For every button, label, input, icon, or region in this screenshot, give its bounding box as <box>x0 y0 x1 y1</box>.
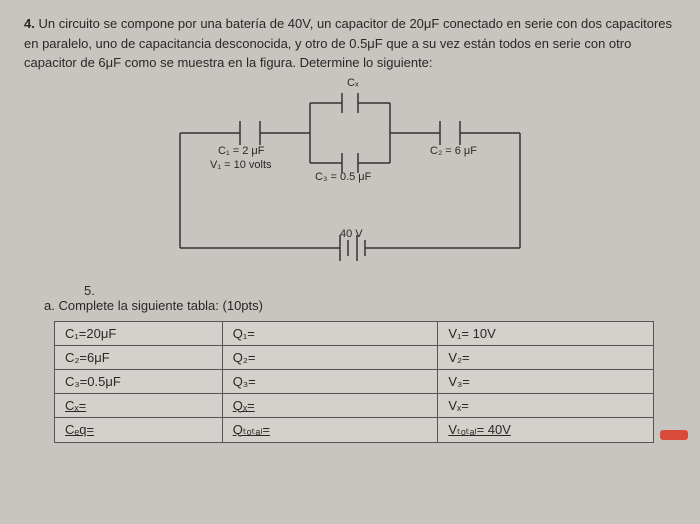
cell: Cₑq= <box>55 417 223 442</box>
label-source: 40 V <box>340 228 363 240</box>
table-row: C₂=6μF Q₂= V₂= <box>55 345 654 369</box>
cell: Q₃= <box>222 369 438 393</box>
table-row: Cₑq= Qₜₒₜₐₗ= Vₜₒₜₐₗ= 40V <box>55 417 654 442</box>
cell: Qₜₒₜₐₗ= <box>222 417 438 442</box>
problem-number: 4. <box>24 16 35 31</box>
cell: Vₓ= <box>438 393 654 417</box>
answer-table: C₁=20μF Q₁= V₁= 10V C₂=6μF Q₂= V₂= C₃=0.… <box>54 321 654 443</box>
cell: Cₓ= <box>55 393 223 417</box>
table-row: C₃=0.5μF Q₃= V₃= <box>55 369 654 393</box>
label-c2: C₂ = 6 μF <box>430 145 477 157</box>
table-row: C₁=20μF Q₁= V₁= 10V <box>55 321 654 345</box>
cell: Q₂= <box>222 345 438 369</box>
label-cx: Cₓ <box>347 77 359 89</box>
label-c3: C₃ = 0.5 μF <box>315 171 371 183</box>
problem-body: Un circuito se compone por una batería d… <box>24 16 672 70</box>
sub-number: 5. <box>84 283 676 298</box>
label-c1: C₁ = 2 μF <box>218 145 264 157</box>
red-highlight <box>660 430 688 440</box>
sub-question: 5. a. Complete la siguiente tabla: (10pt… <box>44 283 676 313</box>
circuit-diagram: Cₓ C₁ = 2 μF V₁ = 10 volts C₃ = 0.5 μF C… <box>110 83 590 273</box>
cell: V₂= <box>438 345 654 369</box>
cell: C₂=6μF <box>55 345 223 369</box>
sub-text: Complete la siguiente tabla: (10pts) <box>58 298 263 313</box>
cell: Qₓ= <box>222 393 438 417</box>
cell: Q₁= <box>222 321 438 345</box>
cell: C₁=20μF <box>55 321 223 345</box>
label-v1: V₁ = 10 volts <box>210 159 272 171</box>
cell: C₃=0.5μF <box>55 369 223 393</box>
cell: V₃= <box>438 369 654 393</box>
sub-letter: a. <box>44 298 55 313</box>
table-row: Cₓ= Qₓ= Vₓ= <box>55 393 654 417</box>
cell: V₁= 10V <box>438 321 654 345</box>
problem-statement: 4. Un circuito se compone por una baterí… <box>24 14 676 73</box>
cell: Vₜₒₜₐₗ= 40V <box>438 417 654 442</box>
